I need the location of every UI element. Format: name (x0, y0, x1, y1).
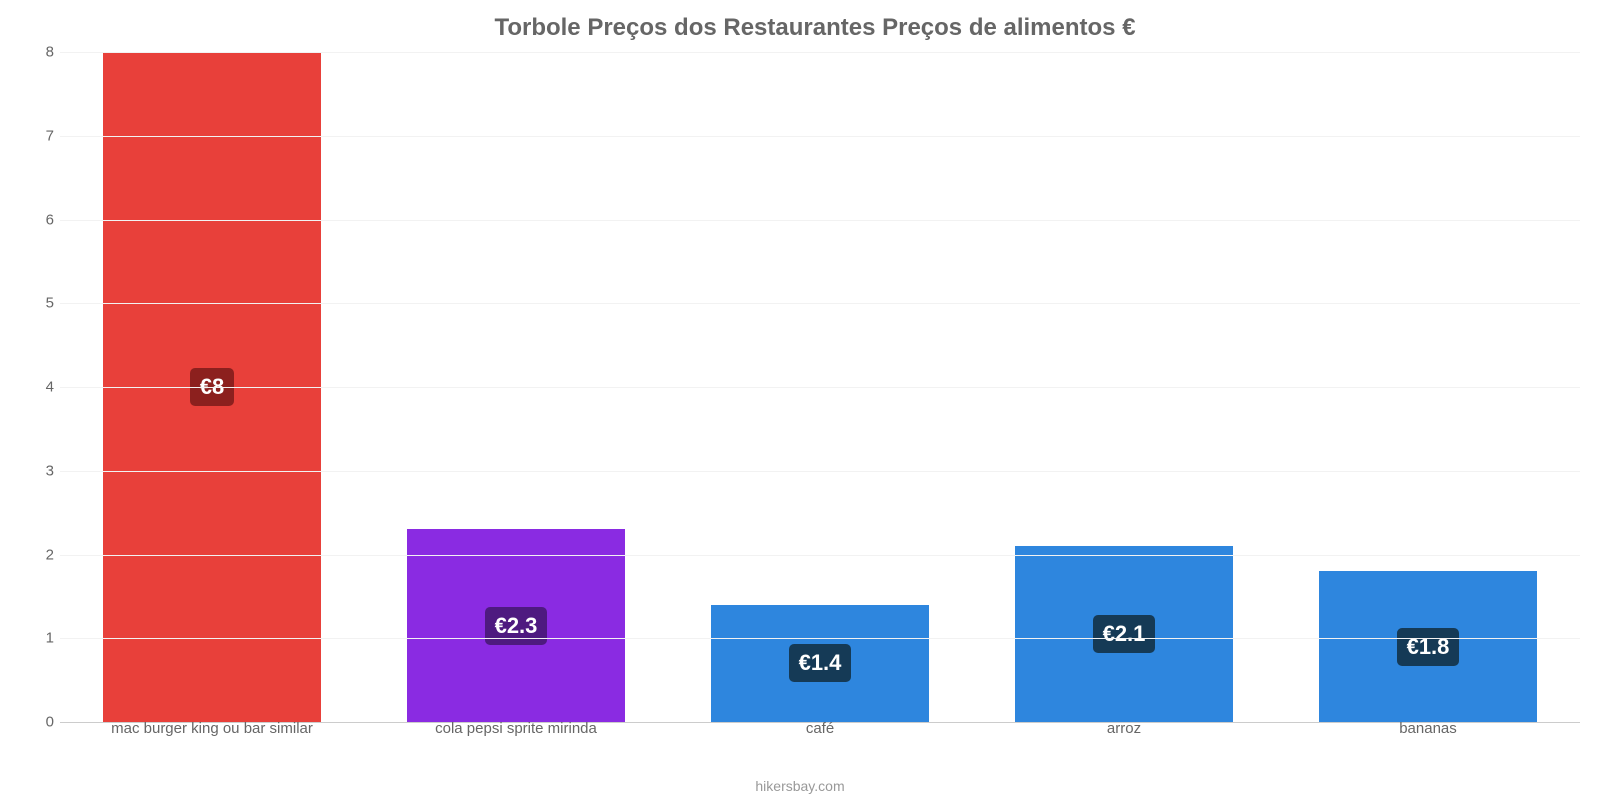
x-axis-label: mac burger king ou bar similar (60, 720, 364, 737)
x-axis-labels: mac burger king ou bar similarcola pepsi… (60, 720, 1580, 737)
gridline (60, 303, 1580, 304)
gridline (60, 220, 1580, 221)
bar: €1.4 (711, 605, 930, 722)
y-tick-label: 4 (28, 379, 54, 396)
y-tick-label: 8 (28, 44, 54, 61)
y-tick-label: 6 (28, 211, 54, 228)
gridline (60, 471, 1580, 472)
y-tick-label: 2 (28, 546, 54, 563)
gridline (60, 387, 1580, 388)
gridline (60, 555, 1580, 556)
gridline (60, 638, 1580, 639)
y-tick-label: 0 (28, 714, 54, 731)
price-chart: Torbole Preços dos Restaurantes Preços d… (0, 0, 1600, 800)
plot-area: €8€2.3€1.4€2.1€1.8 012345678 (60, 52, 1580, 722)
x-axis-label: cola pepsi sprite mirinda (364, 720, 668, 737)
bar-value-label: €1.8 (1397, 628, 1460, 666)
x-axis-label: café (668, 720, 972, 737)
bar-value-label: €2.1 (1093, 615, 1156, 653)
bar: €2.1 (1015, 546, 1234, 722)
y-tick-label: 3 (28, 462, 54, 479)
chart-title: Torbole Preços dos Restaurantes Preços d… (50, 14, 1580, 42)
y-tick-label: 7 (28, 127, 54, 144)
bar-value-label: €1.4 (789, 644, 852, 682)
gridline (60, 52, 1580, 53)
y-tick-label: 5 (28, 295, 54, 312)
bar: €1.8 (1319, 571, 1538, 722)
x-axis-label: bananas (1276, 720, 1580, 737)
attribution-text: hikersbay.com (0, 778, 1600, 794)
y-tick-label: 1 (28, 630, 54, 647)
bar: €2.3 (407, 529, 626, 722)
gridline (60, 136, 1580, 137)
x-axis-label: arroz (972, 720, 1276, 737)
